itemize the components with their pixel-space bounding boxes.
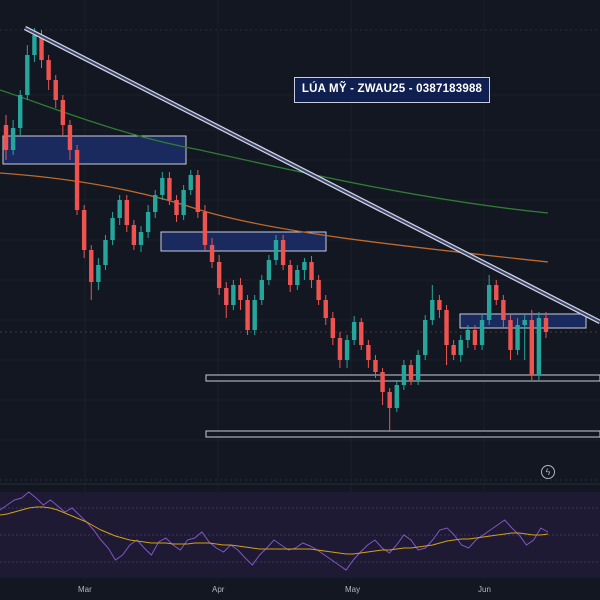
candle-bull <box>266 260 272 280</box>
candle-bear <box>408 365 414 380</box>
lightning-bolt-icon[interactable]: ϟ <box>541 465 555 479</box>
x-axis-label-mar: Mar <box>78 585 92 594</box>
candle-bear <box>508 320 513 350</box>
candle-bull <box>138 232 144 245</box>
candle-bull <box>153 195 158 212</box>
candle-bull <box>522 320 527 325</box>
oscillator-line <box>0 491 549 571</box>
candle-bear <box>39 35 44 60</box>
moving-average-mid <box>0 172 549 263</box>
candle-bull <box>252 300 257 330</box>
candle-bull <box>259 280 264 300</box>
candle-bear <box>380 372 385 392</box>
candle-bull <box>465 330 471 340</box>
candle-bull <box>181 190 186 215</box>
candle-bull <box>117 200 122 218</box>
candle-bear <box>209 245 215 262</box>
candle-bear <box>387 392 392 408</box>
candle-bull <box>295 270 300 285</box>
support-line <box>205 430 600 438</box>
candle-bull <box>415 355 421 380</box>
candle-bull <box>32 35 37 55</box>
candle-bear <box>89 250 94 282</box>
candle-bear <box>46 60 51 80</box>
supply-zone <box>2 135 187 165</box>
candle-bull <box>344 340 350 360</box>
candle-bear <box>202 212 208 245</box>
oscillator-signal-line <box>0 506 549 555</box>
candle-bear <box>494 285 499 300</box>
candle-bear <box>67 125 73 150</box>
candle-bull <box>351 322 357 340</box>
candle-bear <box>472 330 478 345</box>
candle-bull <box>536 318 542 375</box>
candle-bull <box>515 325 520 350</box>
candle-bull <box>302 262 307 270</box>
candle-bear <box>316 280 321 300</box>
candle-bull <box>458 340 463 355</box>
candle-bear <box>501 300 506 320</box>
candle-bull <box>188 175 193 190</box>
candle-bull <box>401 365 407 385</box>
candle-bull <box>160 178 165 195</box>
candle-bull <box>423 320 428 355</box>
x-axis-label-jun: Jun <box>478 585 491 594</box>
candle-bear <box>238 285 243 300</box>
candle-bull <box>231 285 236 305</box>
candle-bear <box>337 338 343 360</box>
candle-bear <box>323 300 328 318</box>
candle-bull <box>10 128 16 150</box>
supply-zone <box>160 231 327 252</box>
candle-bull <box>273 240 279 260</box>
candle-bear <box>124 200 129 225</box>
candle-bull <box>18 95 23 128</box>
candle-bull <box>479 320 485 345</box>
candle-bear <box>245 300 250 330</box>
x-axis-label-apr: Apr <box>212 585 225 594</box>
candle-bear <box>53 80 58 100</box>
candle-bear <box>3 125 9 150</box>
candle-bear <box>81 210 87 250</box>
candle-bear <box>451 345 456 355</box>
candle-bear <box>366 345 371 360</box>
x-axis-label-may: May <box>345 585 361 594</box>
candle-bull <box>96 265 101 282</box>
candle-bear <box>167 178 172 200</box>
candle-bull <box>486 285 492 320</box>
candle-bear <box>131 225 137 245</box>
candle-bull <box>145 212 151 232</box>
candle-bear <box>280 240 286 265</box>
candle-bear <box>373 360 378 372</box>
descending-trendline-inner <box>24 27 600 323</box>
candle-bear <box>224 288 229 305</box>
candle-bear <box>309 262 314 280</box>
candle-bear <box>444 310 449 345</box>
candle-bear <box>543 318 549 332</box>
candle-bear <box>437 300 442 310</box>
candle-bear <box>60 100 66 125</box>
candle-bear <box>74 150 80 210</box>
candle-bear <box>529 320 534 375</box>
candle-bear <box>195 175 201 212</box>
candle-bull <box>110 218 115 240</box>
candle-bull <box>394 385 399 408</box>
candle-bull <box>430 300 435 320</box>
candle-bear <box>359 322 364 345</box>
candle-bull <box>25 55 30 95</box>
chart-title-box: LÚA MỸ - ZWAU25 - 0387183988 <box>294 77 490 103</box>
candle-bull <box>103 240 108 265</box>
candle-bear <box>330 318 336 338</box>
candle-bear <box>174 200 179 215</box>
candle-bear <box>216 262 222 288</box>
candle-bear <box>288 265 293 285</box>
